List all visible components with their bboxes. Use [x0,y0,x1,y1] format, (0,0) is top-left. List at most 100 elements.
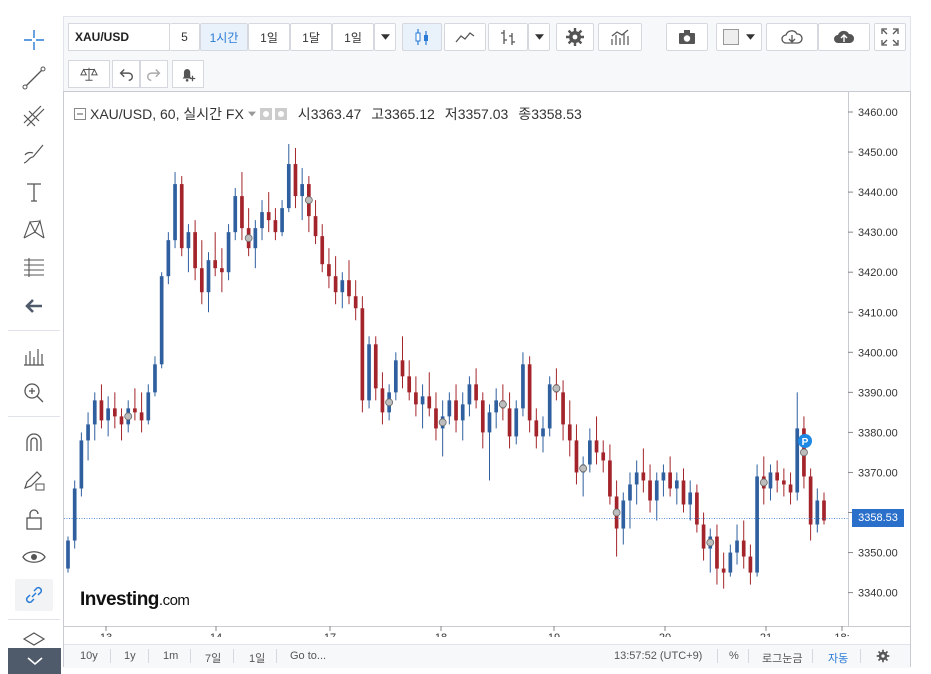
alert-button[interactable] [172,60,204,88]
range-10y-button[interactable]: 10y [80,650,98,662]
x-tick-label: 21 [760,632,772,637]
zoom-tool-button[interactable] [15,377,53,409]
candle-body [133,408,137,413]
candle-body [741,540,746,557]
caret-down-icon[interactable] [247,111,256,117]
candle-body [507,408,512,437]
range-1d-button[interactable]: 1일 [249,653,266,665]
candle-body [480,400,485,433]
top-toolbar: 5 1시간 1일 1달 1일 [63,16,911,58]
brush-tool-button[interactable] [15,138,53,170]
y-tick-label: 3450.00 [858,147,898,159]
price-chart[interactable]: 3460.00 3450.00 3440.00 3430.00 3420.00 3410.… [64,92,910,637]
undo-icon [119,68,134,82]
fib-tool-button[interactable] [15,252,53,284]
last-price-label: 3358.53 [852,509,904,528]
color-swatch-icon [723,29,739,45]
expand-toolbar-button[interactable] [8,648,61,674]
load-layout-button[interactable] [766,23,818,51]
text-tool-button[interactable] [15,176,53,208]
candle-body [86,424,90,441]
candle-body [588,440,592,465]
bars-style-button[interactable] [488,23,528,51]
y-tick-label: 3410.00 [858,307,898,319]
y-tick-label: 3340.00 [858,588,898,600]
back-tool-button[interactable] [15,290,53,322]
candle-body [661,472,666,481]
lock-drawing-button[interactable] [15,464,53,496]
candle-body [79,440,84,489]
visibility-settings-icon[interactable] [259,108,288,120]
undo-button[interactable] [112,60,140,88]
interval-1h-button[interactable]: 1시간 [200,23,248,51]
visibility-button[interactable] [15,541,53,573]
color-picker-button[interactable] [716,23,762,51]
interval-label: 1일 [344,30,362,45]
lock-all-button[interactable] [15,503,53,535]
style-dropdown-button[interactable] [528,23,550,51]
indicators-icon [611,29,629,45]
goto-button[interactable]: Go to... [290,650,327,662]
candle-body [233,196,238,233]
candle-body [681,480,686,505]
measure-tool-button[interactable] [15,340,53,372]
magnet-tool-button[interactable] [15,426,53,458]
candle-body [795,428,800,493]
auto-scale-button[interactable]: 자동 [828,653,849,665]
secondary-toolbar [63,57,911,91]
candles-style-button[interactable] [402,23,442,51]
interval-1d-alt-button[interactable]: 1일 [332,23,374,51]
symbol-input[interactable] [68,23,170,51]
interval-dropdown-button[interactable] [374,23,396,51]
collapse-icon[interactable] [74,108,86,120]
log-scale-button[interactable]: 로그눈금 [762,653,803,665]
measure-icon [24,349,44,366]
caret-down-icon [534,34,544,40]
candle-body [213,260,218,269]
compare-button[interactable] [68,60,110,88]
candle-body [99,400,104,421]
redo-icon [146,68,161,82]
candle-body [199,268,204,293]
range-1y-button[interactable]: 1y [124,650,136,662]
x-tick-label: 18: [834,632,849,637]
link-button[interactable] [15,579,53,611]
candle-body [373,344,378,389]
snapshot-button[interactable] [666,23,708,51]
candle-body [166,240,171,277]
redo-button[interactable] [140,60,168,88]
chart-pane[interactable]: 3460.00 3450.00 3440.00 3430.00 3420.00 3410.… [63,91,911,668]
candle-body [407,376,412,393]
bottom-bar: 10y 1y 1m 7일 1일 Go to... 13:57:52 (UTC+9… [64,644,910,668]
pitchfork-tool-button[interactable] [15,100,53,132]
event-marker [304,196,313,205]
candle-body [400,360,405,377]
candlestick-icon [415,29,428,45]
trend-line-tool-button[interactable] [15,62,53,94]
candle-body [340,280,345,293]
save-layout-button[interactable] [818,23,870,51]
layers-icon [22,632,46,646]
layers-button[interactable] [15,626,53,658]
crosshair-tool-button[interactable] [15,24,53,56]
range-1m-button[interactable]: 1m [163,650,179,662]
interval-1d-button[interactable]: 1일 [248,23,290,51]
gear-icon[interactable] [876,649,890,663]
settings-button[interactable] [556,23,594,51]
investing-logo: Investing.com [80,589,190,610]
candle-body [567,424,572,441]
interval-1m-button[interactable]: 1달 [290,23,332,51]
fullscreen-button[interactable] [874,23,906,51]
candle-body [320,236,325,265]
pattern-tool-button[interactable] [15,214,53,246]
interval-5-button[interactable]: 5 [170,23,200,51]
area-style-button[interactable] [444,23,486,51]
range-7d-button[interactable]: 7일 [205,653,222,665]
candle-body [360,308,365,401]
event-marker [706,538,715,547]
percent-scale-button[interactable]: % [729,650,739,662]
fibonacci-icon [24,258,44,277]
x-tick-label: 20 [659,632,671,637]
candle-body [280,208,284,233]
indicators-button[interactable] [598,23,642,51]
